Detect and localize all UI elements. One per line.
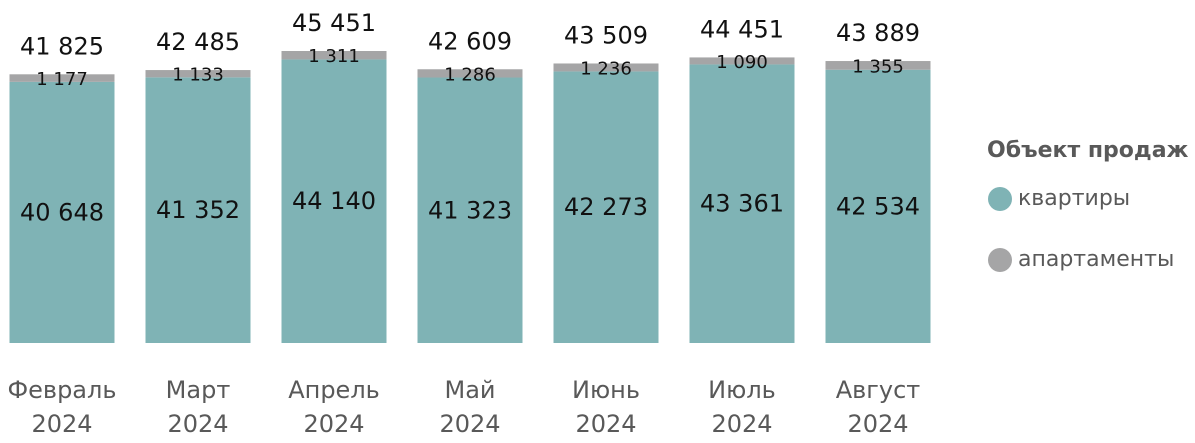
value-label: 41 352 <box>156 196 240 224</box>
bar-segment <box>825 61 931 70</box>
bar-segment <box>9 81 115 344</box>
bar-segment <box>145 70 251 78</box>
x-tick-label: Июль 2024 <box>708 376 776 438</box>
bar-segment <box>281 59 387 344</box>
value-label: 1 286 <box>444 64 496 85</box>
total-label: 42 485 <box>156 28 240 56</box>
value-label: 1 177 <box>36 69 88 90</box>
x-tick-label: Апрель 2024 <box>288 376 380 438</box>
legend-marker <box>988 248 1012 272</box>
bar-segment <box>689 64 795 343</box>
total-label: 44 451 <box>700 15 784 43</box>
bar-segment <box>553 71 659 344</box>
value-label: 1 090 <box>716 52 768 73</box>
x-tick-label: Август 2024 <box>836 376 921 438</box>
total-label: 43 509 <box>564 21 648 49</box>
x-tick-label: Март 2024 <box>166 376 231 438</box>
value-label: 1 236 <box>580 58 632 79</box>
value-label: 40 648 <box>20 198 104 226</box>
bar-segment <box>145 77 251 343</box>
bar-segment <box>689 57 795 65</box>
value-label: 44 140 <box>292 187 376 215</box>
bar-segment <box>417 77 523 344</box>
total-label: 41 825 <box>20 32 104 60</box>
bar-segment <box>825 69 931 344</box>
bar-segment <box>553 63 659 72</box>
legend-marker <box>988 187 1012 211</box>
total-label: 43 889 <box>836 19 920 47</box>
legend-label: апартаменты <box>1018 247 1174 272</box>
bar-segment <box>281 51 387 60</box>
value-label: 41 323 <box>428 196 512 224</box>
value-label: 1 311 <box>308 46 360 67</box>
bar-segment <box>9 74 115 82</box>
legend-title: Объект продаж <box>987 138 1189 163</box>
x-tick-label: Февраль 2024 <box>8 376 117 438</box>
x-tick-label: Май 2024 <box>439 376 500 438</box>
value-label: 42 273 <box>564 193 648 221</box>
value-label: 1 355 <box>852 56 904 77</box>
total-label: 42 609 <box>428 27 512 55</box>
value-label: 43 361 <box>700 190 784 218</box>
value-label: 42 534 <box>836 192 920 220</box>
bar-segment <box>417 69 523 78</box>
x-tick-label: Июнь 2024 <box>572 376 640 438</box>
total-label: 45 451 <box>292 9 376 37</box>
legend-label: квартиры <box>1018 186 1130 211</box>
value-label: 1 133 <box>172 65 224 86</box>
